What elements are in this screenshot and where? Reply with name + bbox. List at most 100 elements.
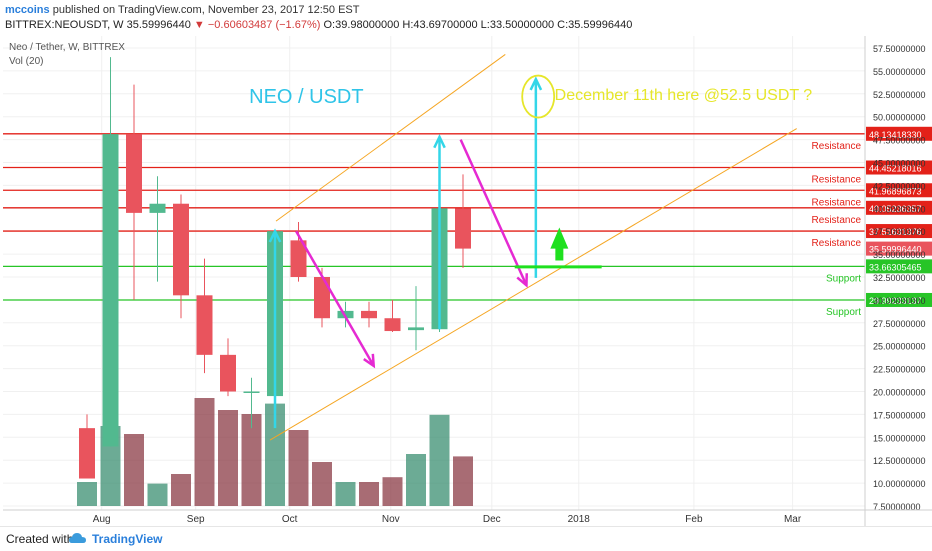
- drawings: NEO / USDT December 11th here @52.5 USDT …: [249, 54, 813, 441]
- ohlc-values: O:39.98000000 H:43.69700000 L:33.5000000…: [323, 19, 633, 31]
- volume-bar: [171, 474, 191, 506]
- level-price-label: 44.45218016: [869, 164, 922, 174]
- volume-bar: [124, 434, 144, 506]
- volume-bar: [382, 477, 403, 506]
- price-tick-label: 42.50000000: [873, 181, 926, 191]
- price-tick-label: 15.00000000: [873, 433, 926, 443]
- price-tick-label: 27.50000000: [873, 319, 926, 329]
- magenta-down-arrow-head: [363, 353, 376, 369]
- volume-bar: [335, 482, 356, 506]
- price-tick-label: 30.00000000: [873, 296, 926, 306]
- candle-body: [220, 354, 236, 392]
- price-tick-label: 45.00000000: [873, 159, 926, 169]
- candle-body: [384, 318, 401, 332]
- candle-body: [102, 134, 119, 447]
- resistance-price-tag: [866, 126, 932, 141]
- author-link[interactable]: mccoins: [5, 4, 50, 16]
- volume-bar: [453, 456, 473, 506]
- volume-bar: [429, 414, 450, 506]
- magenta-down-arrow: [459, 139, 528, 286]
- cyan-up-arrow-head: [433, 133, 446, 149]
- last-price-tag: [866, 241, 932, 256]
- time-tick-label: Mar: [784, 514, 802, 525]
- support-price-tag: [866, 259, 932, 274]
- time-tick-label: 2018: [568, 514, 591, 525]
- resistance-price-tag: [866, 183, 932, 198]
- publish-info: mccoins published on TradingView.com, No…: [5, 4, 359, 16]
- cyan-up-arrow-head: [268, 228, 282, 243]
- candle-body: [455, 208, 471, 249]
- channel-lower-line: [269, 128, 797, 441]
- volume-bar: [359, 482, 379, 506]
- symbol-name: BITTREX:NEOUSDT, W: [5, 19, 124, 31]
- volume-bar: [265, 403, 285, 506]
- candle-body: [243, 391, 260, 393]
- down-triangle-icon: ▼: [193, 19, 205, 31]
- footer: Created with TradingView: [0, 526, 932, 551]
- volume-bar: [288, 430, 309, 506]
- level-price-label: 41.96896873: [869, 186, 922, 196]
- candle-body: [314, 277, 330, 319]
- resistance-price-tag: [866, 160, 932, 175]
- price-tick-label: 52.50000000: [873, 90, 926, 100]
- time-axis: Aug Sep Oct Nov Dec 2018 Feb Mar: [3, 509, 932, 525]
- price-tick-label: 35.00000000: [873, 250, 926, 260]
- price-tick-label: 50.00000000: [873, 113, 926, 123]
- last-price-label: 35.59996440: [869, 245, 922, 255]
- candle-body: [290, 240, 307, 277]
- time-tick-label: Feb: [685, 514, 703, 525]
- publish-text: published on TradingView.com, November 2…: [52, 4, 360, 16]
- volume-bar: [218, 410, 238, 506]
- chart-canvas[interactable]: 48.13418330 Resistance 44.45218016 Resistan…: [3, 36, 932, 526]
- price-tick-label: 37.50000000: [873, 227, 926, 237]
- chart-area[interactable]: 48.13418330 Resistance 44.45218016 Resistan…: [3, 36, 932, 526]
- pair-title-annotation: NEO / USDT: [249, 86, 363, 108]
- price-tick-label: 7.50000000: [873, 502, 921, 512]
- candle-body: [173, 203, 189, 296]
- resistance-label: Resistance: [812, 197, 862, 208]
- resistance-price-tag: [866, 224, 932, 239]
- last-price: 35.59996440: [126, 19, 191, 31]
- support-price-tag: [866, 292, 932, 307]
- price-tick-label: 32.50000000: [873, 273, 926, 283]
- tradingview-brand[interactable]: TradingView: [92, 532, 163, 546]
- candle-body: [149, 203, 166, 213]
- cyan-target-arrow-head: [529, 76, 543, 91]
- created-with-text: Created with: [6, 532, 74, 546]
- price-axis: 57.50000000 55.00000000 52.50000000 50.0000…: [864, 36, 926, 526]
- price-tick-label: 22.50000000: [873, 365, 926, 375]
- price-tick-label: 47.50000000: [873, 136, 926, 146]
- volume-bar: [147, 483, 168, 506]
- magenta-down-arrow-head: [516, 273, 529, 288]
- resistance-label: Resistance: [812, 175, 862, 186]
- chart-header: mccoins published on TradingView.com, No…: [0, 0, 932, 36]
- candles: [79, 57, 471, 479]
- volume-legend: Vol (20): [9, 56, 43, 67]
- price-tick-label: 10.00000000: [873, 479, 926, 489]
- target-note-annotation: December 11th here @52.5 USDT ?: [555, 87, 813, 104]
- resistance-label: Resistance: [812, 141, 862, 152]
- candle-body: [196, 295, 213, 355]
- price-tick-label: 17.50000000: [873, 410, 926, 420]
- channel-upper-line: [275, 54, 506, 222]
- resistance-label: Resistance: [812, 215, 862, 226]
- level-price-label: 29.99233137: [869, 296, 922, 306]
- pair-legend: Neo / Tether, W, BITTREX: [9, 42, 125, 53]
- green-up-arrow-icon: [550, 227, 569, 261]
- support-label: Support: [826, 273, 861, 284]
- magenta-down-arrow: [295, 230, 375, 367]
- volume-bar: [241, 414, 262, 506]
- level-price-label: 40.05236357: [869, 204, 922, 214]
- candle-body: [408, 327, 424, 331]
- target-circle: [521, 74, 556, 119]
- level-price-label: 37.51631376: [869, 227, 922, 237]
- price-tick-label: 20.00000000: [873, 388, 926, 398]
- volume-bar: [312, 462, 332, 506]
- price-tick-label: 55.00000000: [873, 67, 926, 77]
- support-label: Support: [826, 307, 861, 318]
- volume-bars: [77, 398, 473, 506]
- candle-body: [126, 134, 142, 213]
- volume-bar: [406, 454, 426, 506]
- price-tick-label: 57.50000000: [873, 44, 926, 54]
- symbol-info: BITTREX:NEOUSDT, W 35.59996440 ▼ −0.6060…: [5, 19, 632, 31]
